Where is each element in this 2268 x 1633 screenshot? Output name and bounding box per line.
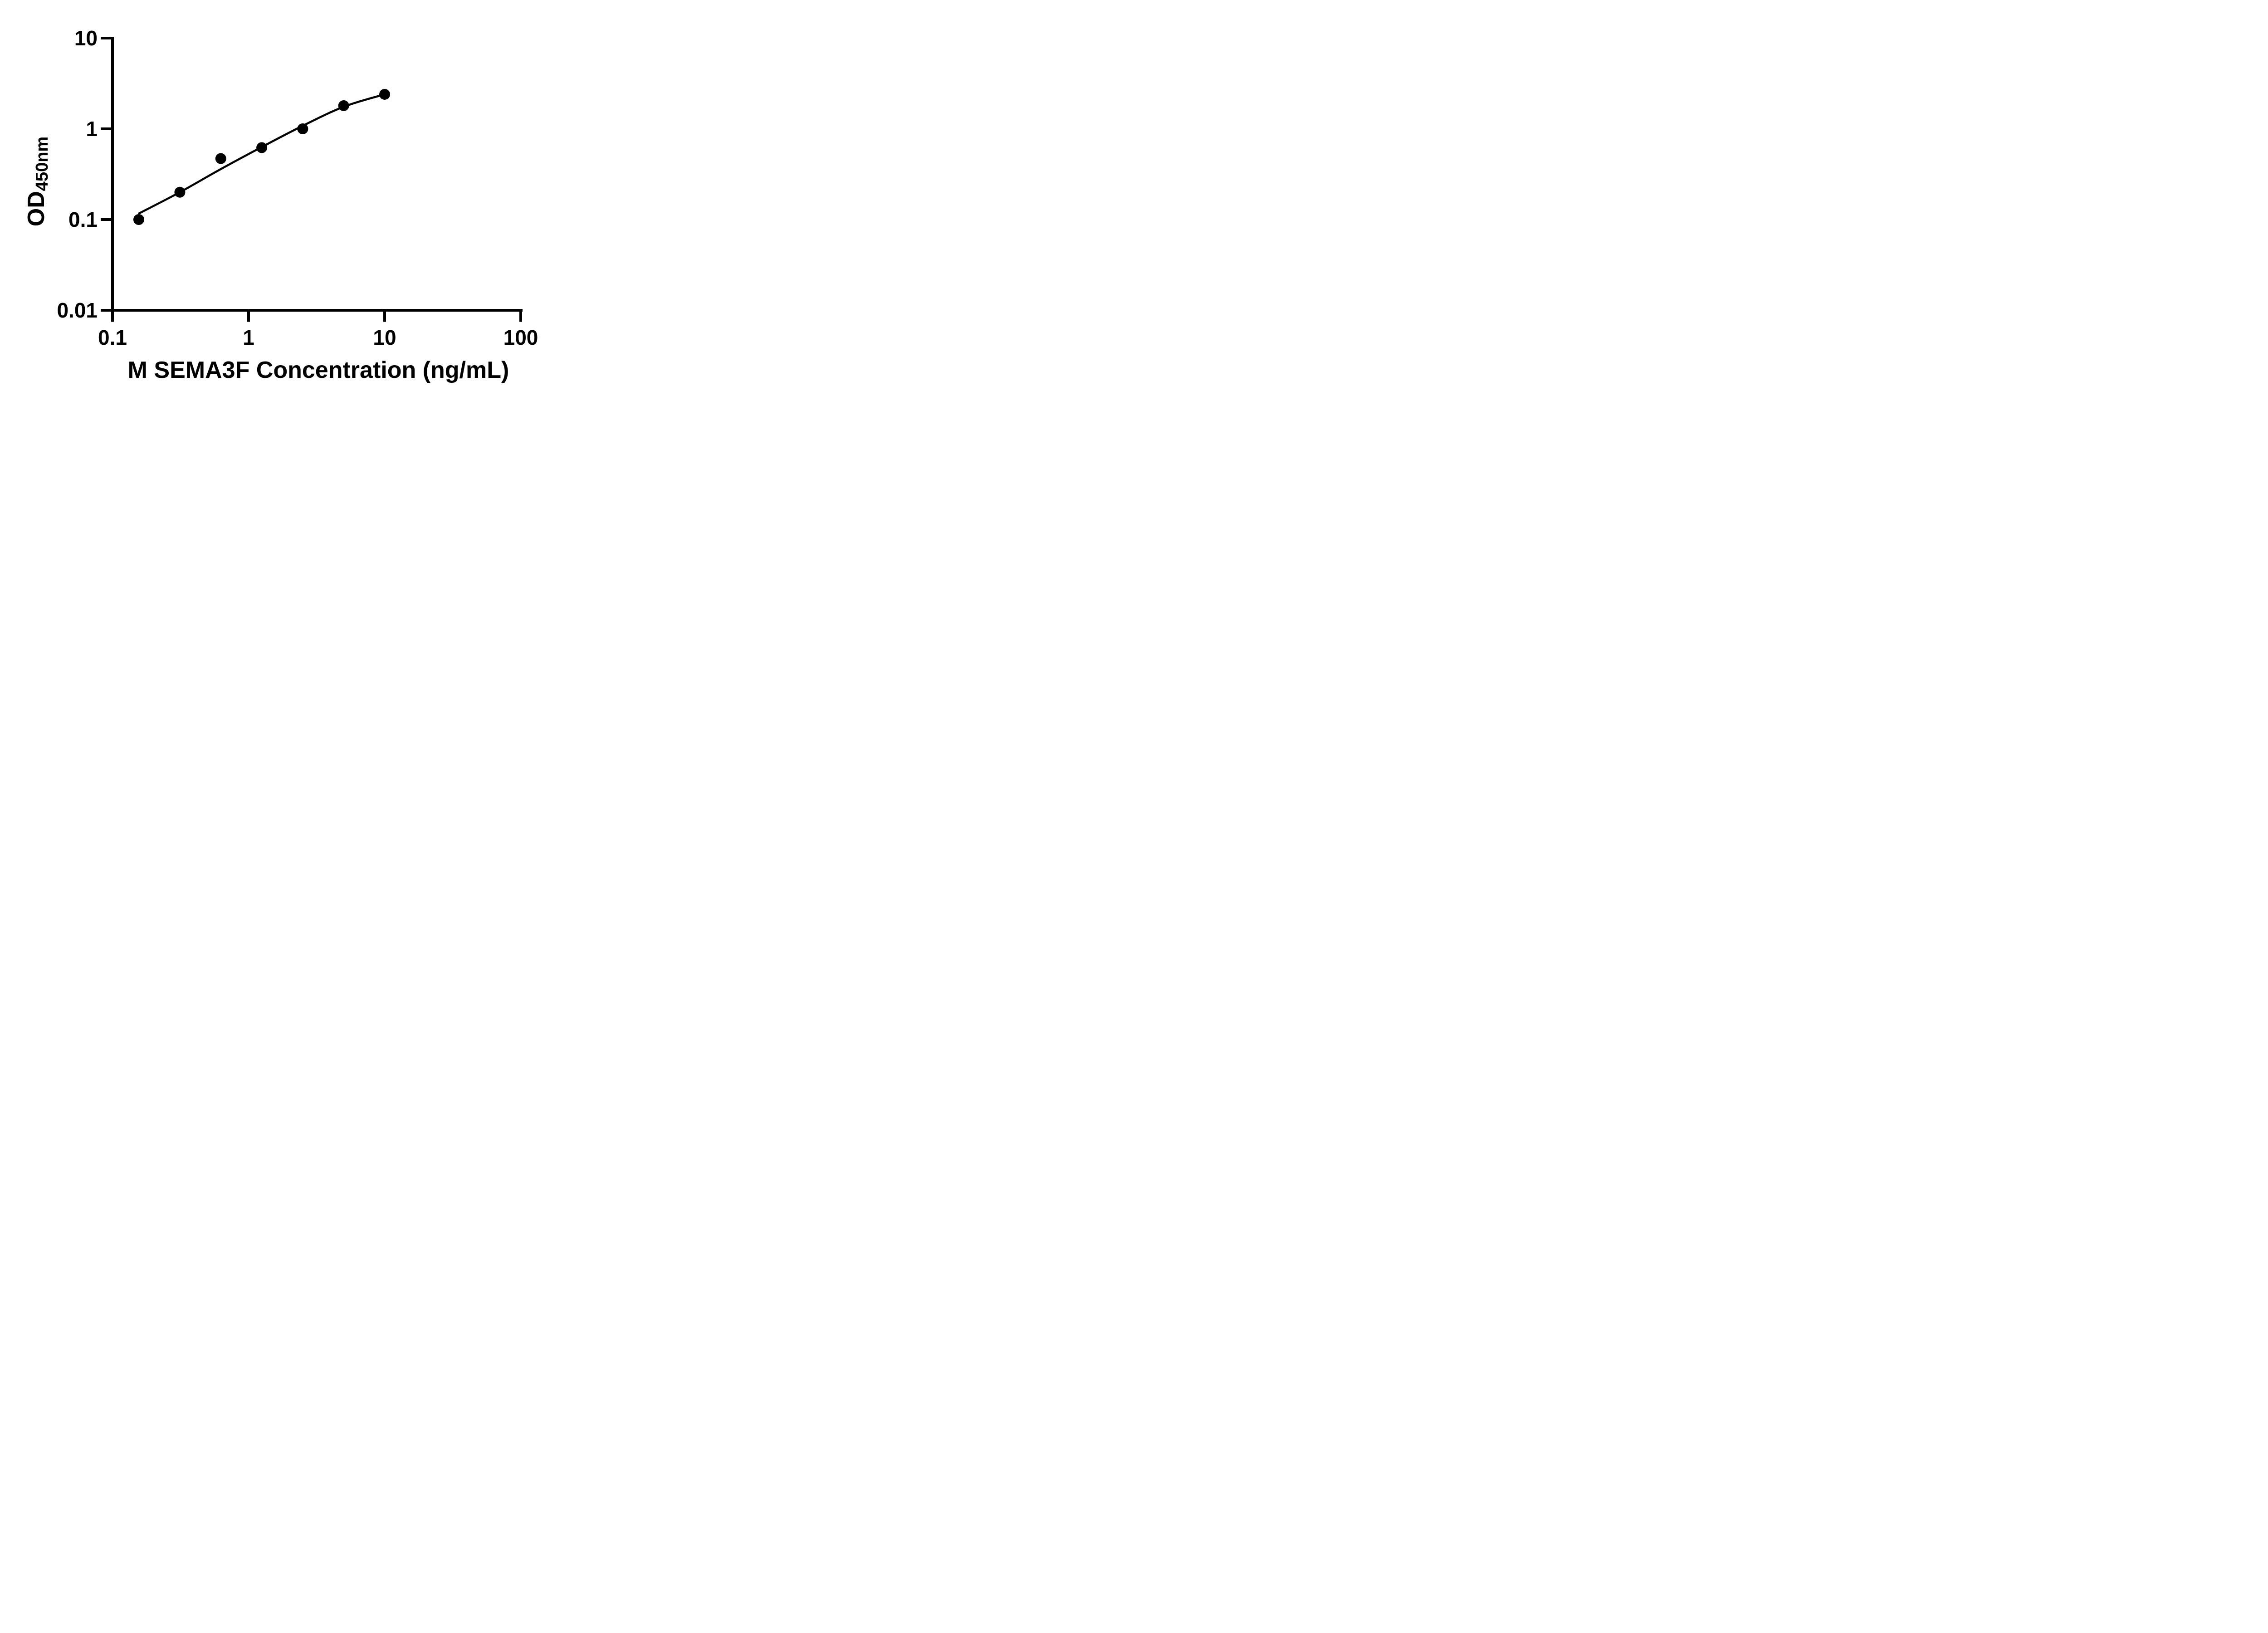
data-point [133,214,144,225]
y-tick-label: 0.1 [68,208,98,231]
axes-group [101,37,523,322]
y-tick-label: 10 [74,26,98,50]
x-tick-label: 0.1 [98,326,127,349]
data-point [256,142,268,153]
y-axis-title: OD450nm [23,137,52,226]
y-tick-label: 0.01 [57,298,98,322]
y-axis-title-base: OD [23,191,49,226]
data-point [174,186,186,198]
ticks-group [101,37,522,322]
y-axis-title-subscript: 450nm [33,137,52,191]
data-point [215,153,226,164]
x-tick-label: 100 [503,326,538,349]
data-point [338,100,349,111]
data-point [379,88,390,100]
elisa-standard-curve-figure: 0.1 1 10 100 0.01 0.1 1 10 M SEMA3F Concentrati… [0,0,583,408]
y-tick-label: 1 [86,117,98,141]
x-axis-title: M SEMA3F Concentration (ng/mL) [128,357,509,383]
data-points-group [133,88,390,225]
x-tick-label: 10 [373,326,396,349]
data-point [297,123,308,134]
x-tick-label: 1 [243,326,254,349]
